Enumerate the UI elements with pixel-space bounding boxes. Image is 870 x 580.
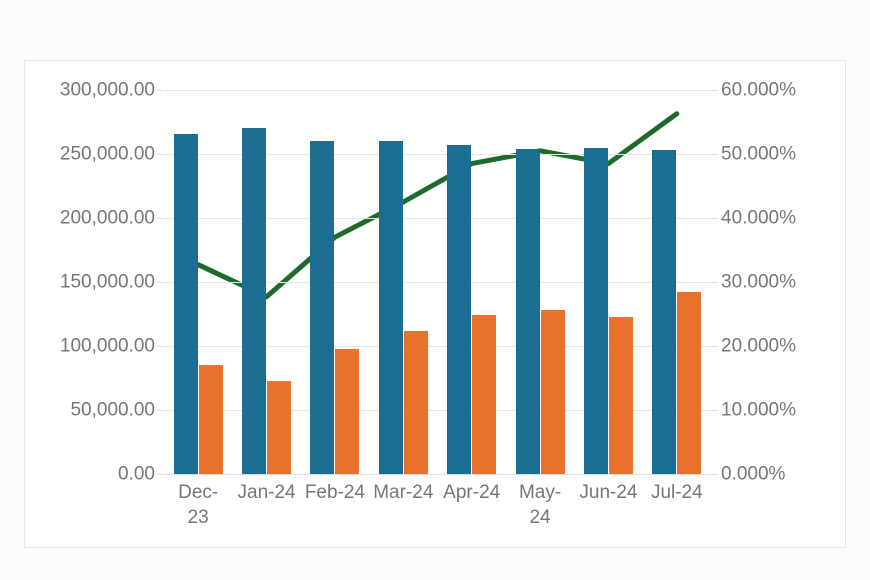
bar-may-24-series2 <box>540 310 565 474</box>
plot-area <box>157 90 718 475</box>
bar-mar-24-series1 <box>378 141 403 474</box>
category-label-jan-24: Jan-24 <box>237 482 296 503</box>
bar-mar-24-series2 <box>403 330 428 474</box>
right-axis-label: 40.000% <box>721 207 797 229</box>
gridline <box>164 154 711 155</box>
right-axis-label: 10.000% <box>721 399 797 421</box>
left-axis-tick <box>157 154 163 155</box>
bar-jun-24-series1 <box>583 147 608 474</box>
right-axis-tick <box>712 346 718 347</box>
left-axis-tick <box>157 90 163 91</box>
bar-jan-24-series2 <box>267 380 292 474</box>
left-axis-tick <box>157 218 163 219</box>
bar-jan-24-series1 <box>242 128 267 474</box>
right-axis-tick <box>712 154 718 155</box>
category-label-may-24: May- 24 <box>518 482 562 528</box>
gridline <box>164 410 711 411</box>
right-axis-tick <box>712 474 718 475</box>
bar-apr-24-series2 <box>472 315 497 474</box>
left-axis-label: 200,000.00 <box>59 207 155 229</box>
right-axis-tick <box>712 282 718 283</box>
category-label-apr-24: Apr-24 <box>443 482 501 503</box>
left-axis-tick <box>157 474 163 475</box>
left-axis-label: 150,000.00 <box>59 271 155 293</box>
right-axis-label: 20.000% <box>721 335 797 357</box>
bar-jul-24-series1 <box>652 150 677 474</box>
bar-feb-24-series2 <box>335 348 360 474</box>
right-axis-tick <box>712 90 718 91</box>
right-axis-label: 30.000% <box>721 271 797 293</box>
left-axis-label: 0.00 <box>118 463 155 485</box>
category-label-jul-24: Jul-24 <box>650 482 703 503</box>
gridline <box>164 282 711 283</box>
bar-jun-24-series2 <box>608 316 633 474</box>
category-axis: Dec- 23 Jan-24 Feb-24 Mar-24 Apr-24 May- 24 Jun-… <box>164 480 711 542</box>
right-axis-label: 0.000% <box>721 463 786 485</box>
left-axis-tick <box>157 346 163 347</box>
bar-jul-24-series2 <box>677 292 702 474</box>
bar-dec-23-series1 <box>173 133 198 474</box>
gridline <box>164 218 711 219</box>
bar-dec-23-series2 <box>198 365 223 474</box>
category-label-feb-24: Feb-24 <box>304 482 366 503</box>
bar-feb-24-series1 <box>310 141 335 474</box>
right-axis-tick <box>712 218 718 219</box>
left-axis-label: 50,000.00 <box>70 399 155 421</box>
gridline <box>164 346 711 347</box>
left-axis-label: 100,000.00 <box>59 335 155 357</box>
left-value-axis: 0.00 50,000.00 100,000.00 150,000.00 200,000… <box>39 81 155 484</box>
bar-may-24-series1 <box>515 148 540 474</box>
category-label-dec-23: Dec- 23 <box>178 482 219 528</box>
left-axis-label: 250,000.00 <box>59 143 155 165</box>
right-axis-tick <box>712 410 718 411</box>
left-axis-tick <box>157 282 163 283</box>
right-axis-label: 60.000% <box>721 79 797 101</box>
right-axis-label: 50.000% <box>721 143 797 165</box>
chart-card: 0.00 50,000.00 100,000.00 150,000.00 200,000… <box>24 60 846 548</box>
gridline <box>164 474 711 475</box>
right-percent-axis: 0.000% 10.000% 20.000% 30.000% 40.000% 50.000… <box>721 81 841 484</box>
left-axis-tick <box>157 410 163 411</box>
category-label-mar-24: Mar-24 <box>373 482 434 503</box>
bar-apr-24-series1 <box>447 145 472 474</box>
category-label-jun-24: Jun-24 <box>579 482 638 503</box>
gridline <box>164 90 711 91</box>
left-axis-label: 300,000.00 <box>59 79 155 101</box>
